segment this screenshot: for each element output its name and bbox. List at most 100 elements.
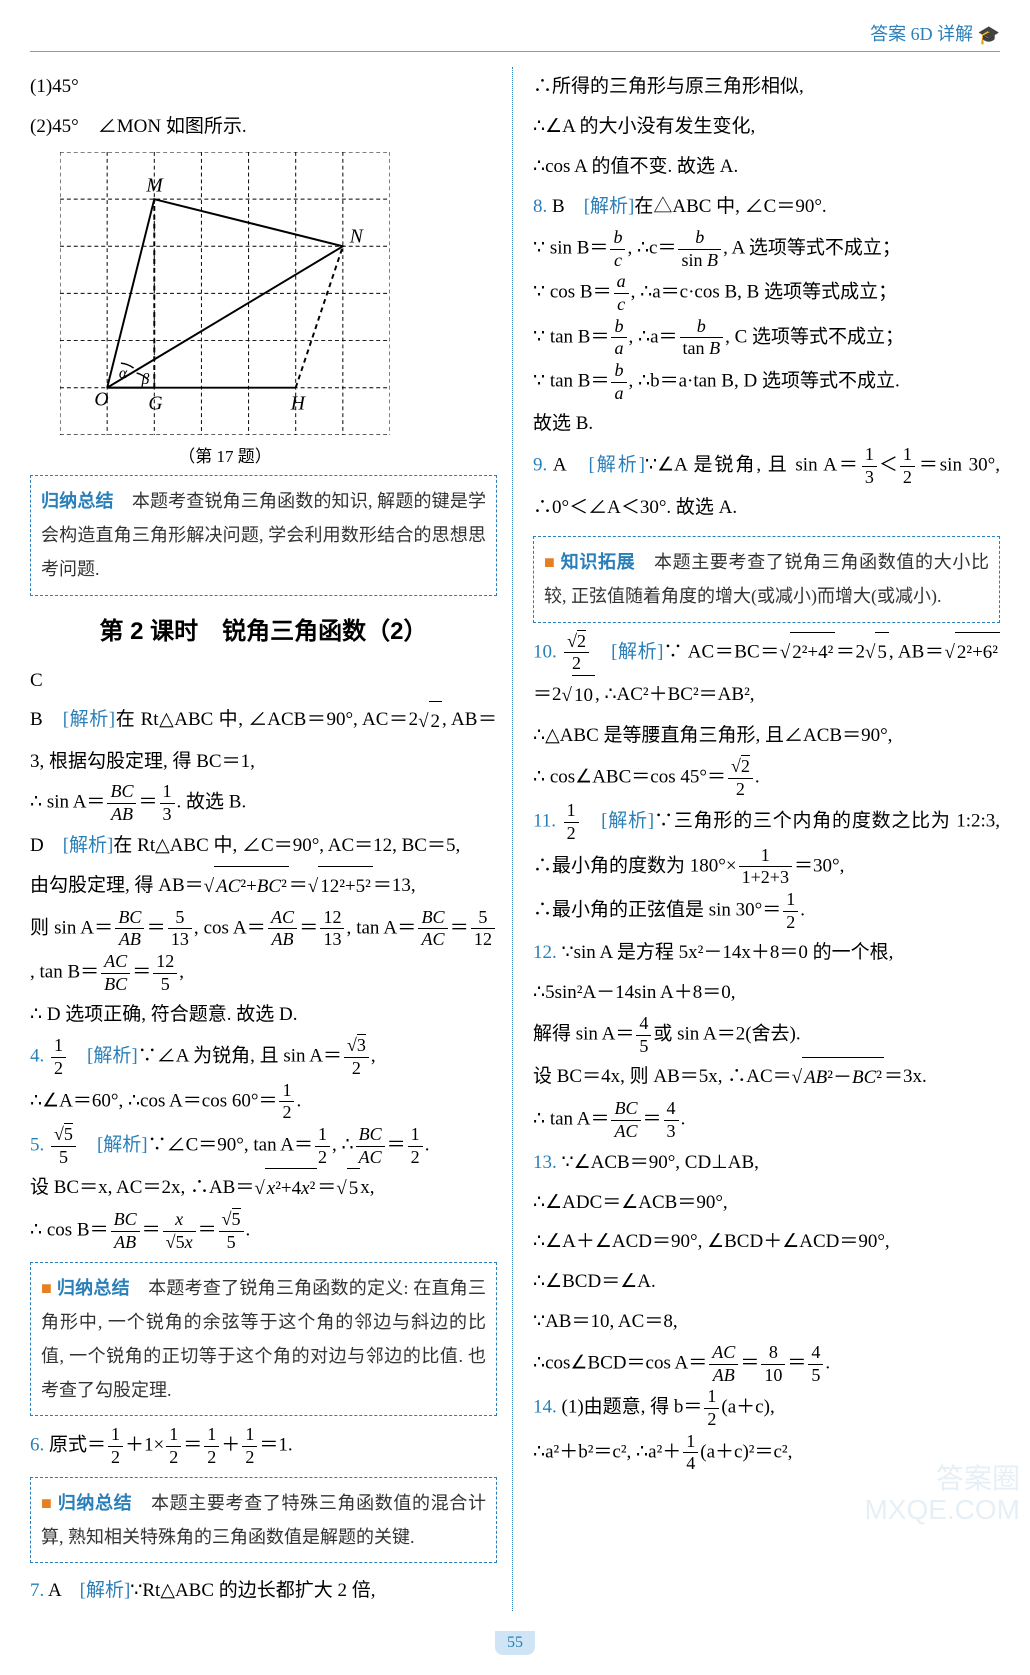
fraction: bc — [610, 227, 625, 271]
text: D — [30, 835, 63, 856]
text: , ∴b＝a·tan B, D 选项等式不成立. — [629, 370, 900, 391]
text: 13. ∵∠ACB＝90°, CD⊥AB, — [533, 1143, 1000, 1183]
sqrt: 5 — [336, 1168, 360, 1209]
text: ∵Rt△ABC 的边长都扩大 2 倍, — [130, 1580, 375, 1601]
text: ∴cos A 的值不变. 故选 A. — [533, 147, 1000, 187]
fraction: ACAB — [268, 907, 297, 951]
box-label: 归纳总结 — [41, 491, 114, 511]
label-G: G — [148, 392, 162, 414]
fraction: 12 — [315, 1124, 330, 1168]
text: x, — [360, 1177, 374, 1198]
item-number: 13. — [533, 1152, 557, 1173]
fraction: 12 — [204, 1424, 219, 1468]
watermark-line2: MXQE.COM — [864, 1495, 1020, 1526]
fraction: √22 — [728, 756, 753, 800]
text: ＝ — [643, 1109, 662, 1130]
fraction: 512 — [471, 907, 495, 951]
text: ∵ AC＝BC＝ — [663, 641, 779, 662]
text: . — [296, 1090, 301, 1111]
fraction: √32 — [344, 1035, 369, 1079]
text: ∴ cos∠ABC＝cos 45°＝ — [533, 766, 726, 787]
text: 解得 sin A＝ — [533, 1023, 634, 1044]
text: ＝ — [317, 1177, 336, 1198]
diagram-caption: （第 17 题） — [60, 442, 390, 467]
sqrt: x²+4x² — [254, 1168, 317, 1209]
text: 4. 12 [解析]∵∠A 为锐角, 且 sin A＝√32, — [30, 1035, 497, 1079]
text: ∴∠A＝60°, ∴cos A＝cos 60°＝12. — [30, 1080, 497, 1124]
columns: (1)45° (2)45° ∠MON 如图所示. — [30, 67, 1000, 1611]
text: 14. (1)由题意, 得 b＝12(a＋c), — [533, 1386, 1000, 1430]
fraction: BCAB — [111, 1209, 140, 1253]
label-N: N — [349, 226, 364, 248]
text: ＝2 — [533, 684, 562, 705]
text: ∵∠C＝90°, tan A＝ — [148, 1134, 313, 1155]
text: 6. 原式＝12＋1×12＝12＋12＝1. — [30, 1424, 497, 1468]
text: ∵ tan B＝ — [533, 370, 609, 391]
page-number: 55 — [495, 1631, 535, 1655]
text: ∴cos∠BCD＝cos A＝ACAB＝810＝45. — [533, 1342, 1000, 1386]
text: ∴ cos B＝ — [30, 1220, 109, 1241]
analysis-link: [解析] — [611, 641, 663, 662]
header-text: 答案 6D 详解 — [870, 24, 973, 44]
fraction: 45 — [808, 1342, 823, 1386]
text: ∴ tan A＝ — [533, 1109, 609, 1130]
text: , ∴c＝ — [627, 237, 676, 258]
text: 12. ∵sin A 是方程 5x²－14x＋8＝0 的一个根, — [533, 933, 1000, 973]
text: A — [48, 1580, 80, 1601]
text: ∴最小角的正弦值是 sin 30°＝12. — [533, 889, 1000, 933]
text: ∴∠ADC＝∠ACB＝90°, — [533, 1183, 1000, 1223]
text: 在 Rt△ABC 中, ∠C＝90°, AC＝12, BC＝5, — [113, 835, 460, 856]
text: . 故选 B. — [177, 792, 247, 813]
text: . — [681, 1109, 686, 1130]
text: (1)由题意, 得 b＝ — [562, 1397, 703, 1418]
text: ∴∠A＋∠ACD＝90°, ∠BCD＋∠ACD＝90°, — [533, 1222, 1000, 1262]
text: ＝ — [183, 1435, 202, 1456]
fraction: btan B — [680, 316, 724, 360]
item-number: 10. — [533, 641, 557, 662]
text: ∴所得的三角形与原三角形相似, — [533, 67, 1000, 107]
text: 则 sin A＝BCAB＝513, cos A＝ACAB＝1213, tan A… — [30, 907, 497, 996]
text: ＝13, — [373, 875, 416, 896]
text: 或 sin A＝2(舍去). — [653, 1023, 800, 1044]
text: B — [552, 196, 584, 217]
text: ＝ — [450, 917, 469, 938]
fraction: 12 — [108, 1424, 123, 1468]
text: 设 BC＝x, AC＝2x, ∴AB＝ — [30, 1177, 254, 1198]
text: ∴a²＋b²＝c², ∴a²＋ — [533, 1441, 681, 1462]
text: , C 选项等式不成立； — [725, 326, 904, 347]
text: . — [755, 766, 760, 787]
item-number: 12. — [533, 942, 557, 963]
text: ∴∠A＝60°, ∴cos A＝cos 60°＝ — [30, 1090, 277, 1111]
sqrt: 12²+5² — [308, 866, 373, 907]
box-label: 知识拓展 — [561, 552, 636, 572]
label-M: M — [145, 174, 164, 196]
watermark: 答案圈 MXQE.COM — [864, 1464, 1020, 1526]
text: ∵ tan B＝ba, ∴b＝a·tan B, D 选项等式不成立. — [533, 360, 1000, 404]
text: , cos A＝ — [194, 917, 266, 938]
text: ∵∠A 是锐角, 且 sin A＝ — [645, 455, 860, 476]
text: 11. 12 [解析]∵三角形的三个内角的度数之比为 1:2:3, ∴最小角的度… — [533, 800, 1000, 889]
text: ＝ — [142, 1220, 161, 1241]
text: ＝ — [132, 962, 151, 983]
text: (2)45° — [30, 116, 98, 137]
watermark-line1: 答案圈 — [864, 1464, 1020, 1495]
fraction: ba — [611, 360, 626, 404]
label-H: H — [290, 392, 307, 414]
fraction: 1213 — [320, 907, 344, 951]
text: 7. A [解析]∵Rt△ABC 的边长都扩大 2 倍, — [30, 1571, 497, 1611]
fraction: √22 — [564, 631, 589, 675]
label-O: O — [94, 389, 108, 411]
item-number: 11. — [533, 811, 556, 832]
text: , tan B＝ — [30, 962, 99, 983]
text: ∴△ABC 是等腰直角三角形, 且∠ACB＝90°, — [533, 716, 1000, 756]
item-number: 14. — [533, 1397, 557, 1418]
fraction: 12 — [166, 1424, 181, 1468]
text: ∵AB＝10, AC＝8, — [533, 1302, 1000, 1342]
text: D [解析]在 Rt△ABC 中, ∠C＝90°, AC＝12, BC＝5, — [30, 826, 497, 866]
text: (2)45° ∠MON 如图所示. — [30, 107, 497, 147]
summary-box: 归纳总结 本题考查锐角三角函数的知识, 解题的键是学会构造直角三角形解决问题, … — [30, 475, 497, 596]
box-bullet: ■ — [41, 1493, 58, 1513]
fraction: √55 — [51, 1124, 76, 1168]
text: ∵ cos B＝ — [533, 282, 612, 303]
diagram-svg: O M N G H α β — [60, 152, 390, 435]
